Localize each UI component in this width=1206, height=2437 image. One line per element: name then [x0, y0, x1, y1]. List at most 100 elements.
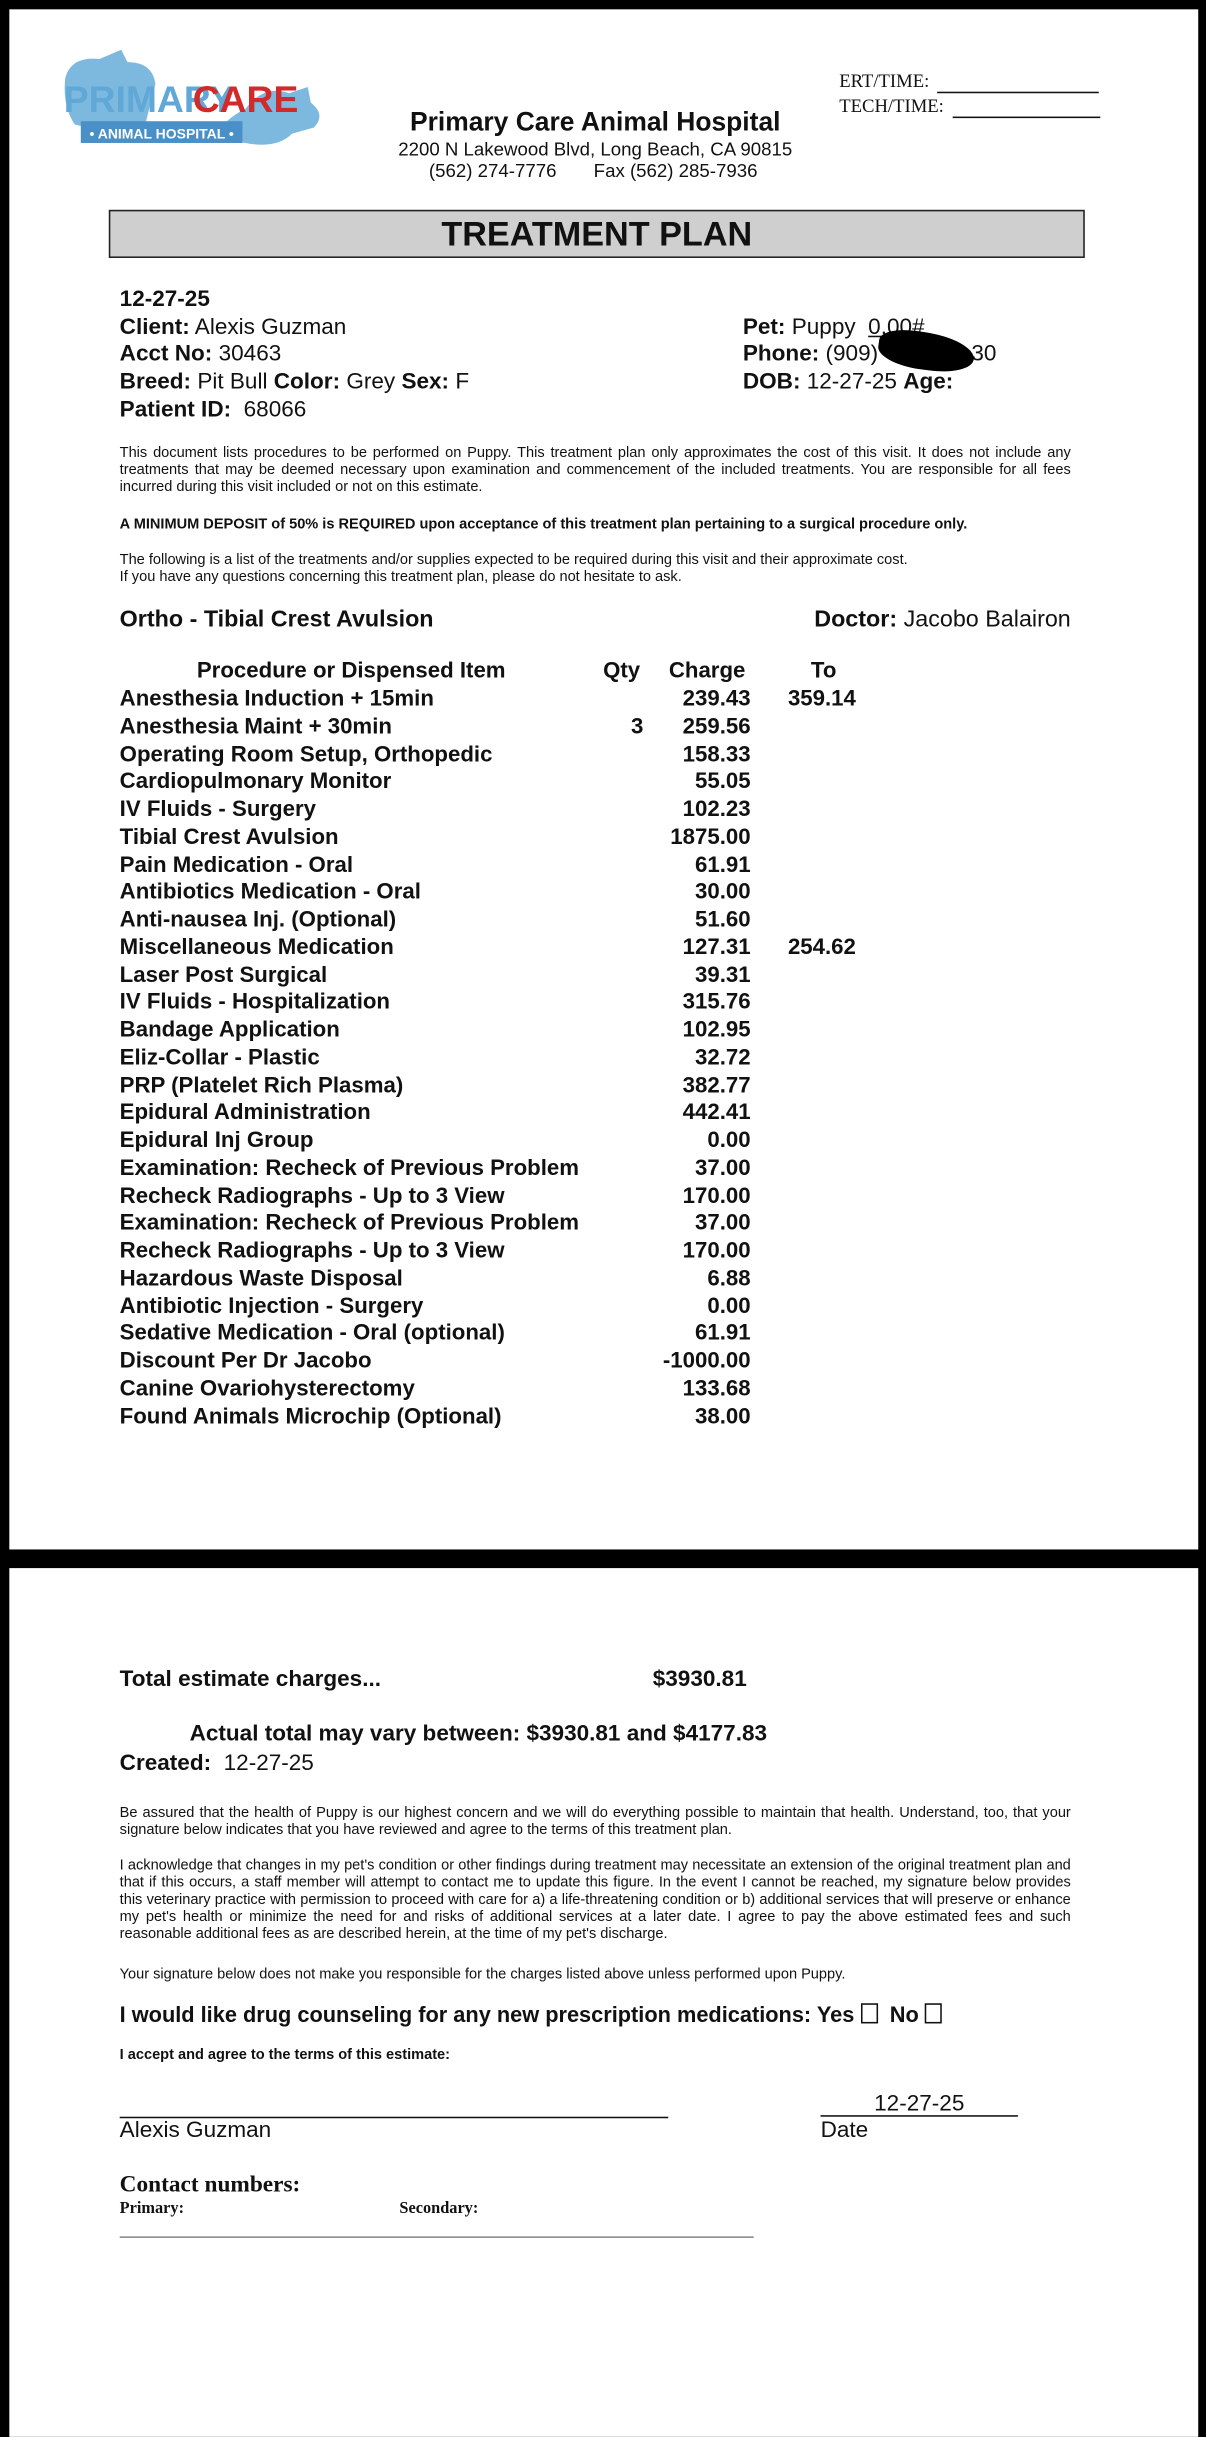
- logo: PRIMARY CARE • ANIMAL HOSPITAL •: [64, 49, 320, 145]
- tech-line: [952, 116, 1101, 119]
- label: DOB:: [742, 369, 801, 395]
- total-value: $3930.81: [652, 1667, 747, 1693]
- column-header: Procedure or Dispensed Item: [196, 658, 506, 684]
- item-name: Hazardous Waste Disposal: [119, 1266, 403, 1292]
- item-name: IV Fluids - Hospitalization: [119, 990, 391, 1016]
- address: 2200 N Lakewood Blvd, Long Beach, CA 908…: [398, 138, 793, 161]
- charge: 239.43: [682, 686, 751, 712]
- label: Created:: [119, 1751, 212, 1777]
- title: TREATMENT PLAN: [441, 214, 753, 254]
- label: Doctor:: [814, 606, 898, 633]
- value: Jacobo Balairon: [903, 606, 1071, 633]
- value: Alexis Guzman: [194, 315, 347, 341]
- no-checkbox[interactable]: [924, 2003, 943, 2024]
- charge: 127.31: [682, 935, 751, 961]
- item-name: Eliz-Collar - Plastic: [119, 1045, 320, 1071]
- page-1: [9, 9, 1199, 1550]
- value: 68066: [243, 397, 307, 423]
- item-name: Operating Room Setup, Orthopedic: [119, 742, 493, 767]
- item-name: Examination: Recheck of Previous Problem: [119, 1211, 580, 1236]
- column-header: Qty: [603, 658, 641, 684]
- contact-title: Contact numbers:: [119, 2172, 301, 2198]
- value: 30463: [218, 341, 282, 367]
- label: Client:: [119, 315, 190, 341]
- no-option[interactable]: No: [889, 2001, 919, 2027]
- ert-line: [937, 91, 1099, 94]
- item-name: Miscellaneous Medication: [119, 935, 394, 961]
- item-name: Pain Medication - Oral: [119, 852, 354, 878]
- label: Pet:: [742, 315, 786, 341]
- signature-name: Alexis Guzman: [119, 2118, 272, 2144]
- client-line: Client: Alexis Guzman: [120, 315, 347, 341]
- item-name: PRP (Platelet Rich Plasma): [119, 1073, 404, 1098]
- charge: 170.00: [682, 1183, 751, 1209]
- signature-note: Your signature below does not make you r…: [119, 1964, 846, 1982]
- item-name: Epidural Administration: [119, 1100, 371, 1126]
- label: Color:: [273, 369, 341, 395]
- total: 359.14: [787, 686, 856, 712]
- charge: 37.00: [695, 1155, 751, 1181]
- created-line: Created: 12-27-25: [120, 1751, 314, 1777]
- list-note: If you have any questions concerning thi…: [119, 567, 682, 585]
- logo-care: CARE: [193, 78, 299, 120]
- charge: 55.05: [695, 769, 751, 795]
- signature-line: [119, 2116, 669, 2119]
- item-name: Antibiotics Medication - Oral: [119, 880, 421, 905]
- item-name: Discount Per Dr Jacobo: [119, 1348, 372, 1374]
- label: Phone:: [742, 341, 820, 367]
- value: Grey: [346, 369, 396, 395]
- label: Patient ID:: [119, 397, 232, 423]
- item-name: Canine Ovariohysterectomy: [119, 1376, 415, 1402]
- item-name: Found Animals Microchip (Optional): [119, 1404, 502, 1430]
- charge: 30.00: [695, 880, 751, 905]
- logo-primary: PRIMARY: [64, 78, 235, 120]
- item-name: Anesthesia Induction + 15min: [119, 686, 434, 712]
- counseling-text: I would like drug counseling for any new…: [119, 2001, 812, 2027]
- charge: 442.41: [682, 1100, 751, 1126]
- title-box: [108, 209, 1085, 258]
- item-name: Cardiopulmonary Monitor: [119, 769, 392, 795]
- contact-line: [119, 2236, 754, 2238]
- primary-label: Primary:: [119, 2200, 185, 2218]
- item-name: Recheck Radiographs - Up to 3 View: [119, 1183, 505, 1209]
- doctor-line: Doctor: Jacobo Balairon: [760, 606, 1071, 633]
- breed-line: Breed: Pit Bull Color: Grey Sex: F: [120, 370, 469, 396]
- fax: Fax (562) 285-7936: [593, 160, 758, 182]
- acct-line: Acct No: 30463: [120, 342, 282, 368]
- item-name: IV Fluids - Surgery: [119, 797, 316, 823]
- signature-date: 12-27-25: [874, 2091, 965, 2117]
- item-name: Antibiotic Injection - Surgery: [119, 1293, 424, 1319]
- item-name: Bandage Application: [119, 1017, 340, 1043]
- charge: 0.00: [707, 1293, 751, 1319]
- charge: 32.72: [695, 1045, 751, 1071]
- quantity: 3: [631, 714, 644, 740]
- item-name: Sedative Medication - Oral (optional): [119, 1321, 505, 1347]
- value: Puppy: [791, 315, 856, 341]
- value: 30: [971, 341, 997, 367]
- value: Pit Bull: [197, 369, 268, 395]
- charge: 0.00: [707, 1128, 751, 1154]
- item-name: Examination: Recheck of Previous Problem: [119, 1155, 580, 1181]
- date-label: Date: [820, 2118, 869, 2144]
- patient-line: Patient ID: 68066: [120, 398, 307, 424]
- date: 12-27-25: [119, 287, 210, 313]
- secondary-label: Secondary:: [399, 2200, 479, 2218]
- item-name: Epidural Inj Group: [119, 1128, 314, 1154]
- yes-checkbox[interactable]: [860, 2003, 878, 2024]
- total-range: Actual total may vary between: $3930.81 …: [189, 1721, 768, 1747]
- yes-option[interactable]: Yes: [816, 2001, 855, 2027]
- tech-label: TECH/TIME:: [839, 94, 944, 117]
- accept-note: I accept and agree to the terms of this …: [119, 2045, 451, 2063]
- item-name: Recheck Radiographs - Up to 3 View: [119, 1238, 505, 1264]
- counseling-line: I would like drug counseling for any new…: [119, 2001, 943, 2027]
- charge: 158.33: [682, 742, 751, 767]
- value: 12-27-25: [806, 369, 897, 395]
- procedure: Ortho - Tibial Crest Avulsion: [119, 606, 434, 633]
- page-2: [9, 1568, 1199, 2437]
- column-header: To: [810, 658, 837, 684]
- item-name: Laser Post Surgical: [119, 962, 328, 988]
- dob-line: DOB: 12-27-25 Age:: [743, 370, 953, 396]
- deposit-note: A MINIMUM DEPOSIT of 50% is REQUIRED upo…: [119, 514, 968, 532]
- charge: 1875.00: [670, 824, 751, 850]
